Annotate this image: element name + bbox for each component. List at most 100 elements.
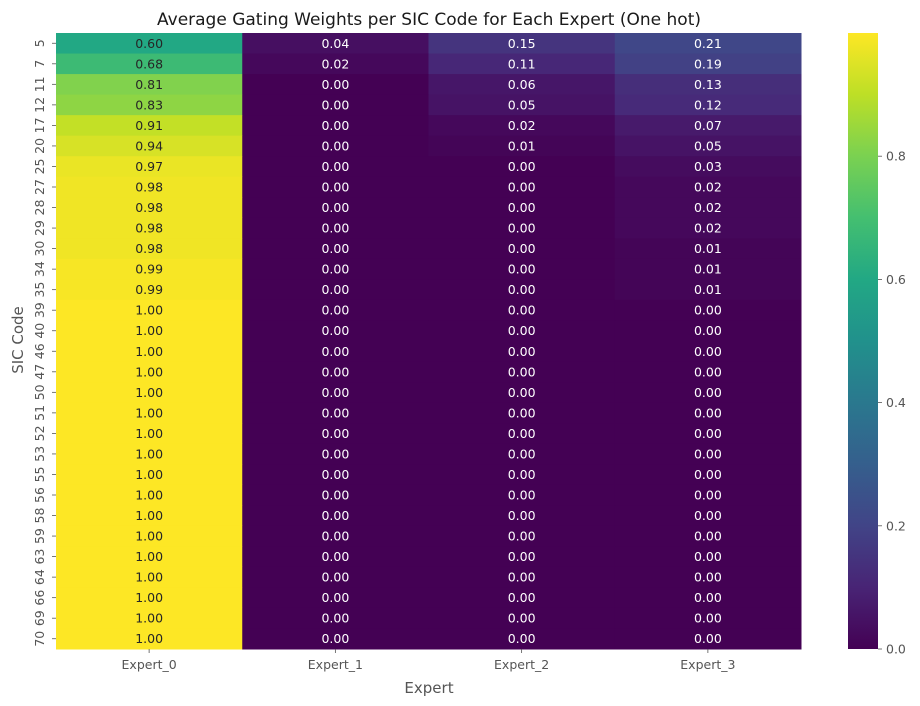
cell-value-label: 0.00	[508, 549, 536, 564]
cell-value-label: 0.00	[321, 590, 349, 605]
cell-value-label: 0.02	[694, 180, 722, 195]
cell-value-label: 0.00	[508, 385, 536, 400]
cell-value-label: 0.00	[321, 385, 349, 400]
cell-value-label: 0.05	[508, 97, 536, 112]
cell-value-label: 0.00	[694, 549, 722, 564]
cell-value-label: 0.00	[508, 405, 536, 420]
heatmap-cell	[56, 217, 243, 239]
heatmap-cell	[614, 484, 802, 506]
cell-value-label: 0.83	[135, 97, 163, 112]
heatmap-cell	[428, 607, 616, 629]
cell-value-label: 1.00	[135, 323, 163, 338]
heatmap-cell	[614, 217, 802, 239]
cell-value-label: 1.00	[135, 303, 163, 318]
cell-value-label: 0.00	[694, 303, 722, 318]
cell-value-label: 0.00	[321, 405, 349, 420]
cell-value-label: 0.97	[135, 159, 163, 174]
cell-value-label: 0.00	[508, 344, 536, 359]
colorbar	[848, 33, 878, 649]
cell-value-label: 1.00	[135, 549, 163, 564]
y-tick-label: 50	[32, 384, 47, 400]
cell-value-label: 0.00	[321, 344, 349, 359]
heatmap-cell	[428, 525, 616, 547]
heatmap-cell	[242, 135, 429, 157]
y-tick-label: 7	[32, 60, 47, 68]
cell-value-label: 0.98	[135, 241, 163, 256]
cell-value-label: 0.91	[135, 118, 163, 133]
cell-value-label: 0.00	[694, 405, 722, 420]
cell-value-label: 0.00	[321, 467, 349, 482]
cell-value-label: 1.00	[135, 405, 163, 420]
cell-value-label: 0.00	[694, 364, 722, 379]
cell-value-label: 0.00	[508, 570, 536, 585]
cell-value-label: 0.00	[321, 426, 349, 441]
heatmap-cell	[614, 443, 802, 465]
heatmap-cell	[56, 587, 243, 609]
cell-value-label: 0.99	[135, 262, 163, 277]
y-tick-label: 30	[32, 241, 47, 257]
heatmap-cell	[428, 505, 616, 527]
colorbar-ticks: 0.0 0.2 0.4 0.6 0.8	[878, 149, 906, 657]
heatmap-cell	[428, 53, 616, 75]
heatmap-cell	[614, 299, 802, 321]
heatmap-cell	[428, 423, 616, 445]
heatmap-cell	[428, 238, 616, 260]
y-axis-ticks: 5 7 11 12 17 20 25 27 28 29 30 34 35 39 40 46 47 50 51 52 53…	[32, 39, 56, 647]
y-tick-label: 47	[32, 364, 47, 380]
cell-value-label: 0.00	[694, 631, 722, 646]
heatmap-cell	[614, 382, 802, 404]
heatmap-cell	[56, 525, 243, 547]
cell-value-label: 1.00	[135, 590, 163, 605]
cell-value-label: 0.00	[321, 118, 349, 133]
y-tick-label: 51	[32, 405, 47, 421]
heatmap-cell	[614, 53, 802, 75]
cell-value-label: 0.00	[321, 138, 349, 153]
cell-value-label: 0.12	[694, 97, 722, 112]
cell-value-label: 0.98	[135, 180, 163, 195]
heatmap-cell	[614, 423, 802, 445]
cell-value-label: 0.00	[321, 241, 349, 256]
y-tick-label: 25	[32, 159, 47, 175]
heatmap-cell	[428, 176, 616, 198]
heatmap-cell	[242, 484, 429, 506]
heatmap-cell	[242, 423, 429, 445]
heatmap-cell	[428, 587, 616, 609]
colorbar-tick-label: 0.2	[886, 518, 906, 533]
cell-value-label: 0.00	[321, 446, 349, 461]
cell-value-label: 0.00	[694, 570, 722, 585]
heatmap-cell	[428, 320, 616, 342]
y-tick-label: 27	[32, 179, 47, 195]
heatmap-cell	[614, 115, 802, 137]
cell-value-label: 0.00	[694, 385, 722, 400]
y-tick-label: 66	[32, 590, 47, 606]
heatmap-cell	[242, 53, 429, 75]
y-tick-label: 29	[32, 220, 47, 236]
cell-value-label: 1.00	[135, 570, 163, 585]
cell-value-label: 0.00	[321, 221, 349, 236]
y-tick-label: 34	[32, 261, 47, 277]
heatmap-cell	[56, 423, 243, 445]
heatmap-cell	[242, 566, 429, 588]
heatmap-cell	[614, 607, 802, 629]
heatmap-cell	[614, 505, 802, 527]
cell-value-label: 0.00	[508, 282, 536, 297]
x-axis-ticks: Expert_0 Expert_1 Expert_2 Expert_3	[122, 649, 735, 672]
x-tick-label: Expert_1	[308, 657, 363, 672]
heatmap-cell	[428, 197, 616, 219]
cell-value-label: 0.00	[694, 446, 722, 461]
heatmap-cell	[242, 546, 429, 568]
cell-value-label: 0.00	[508, 631, 536, 646]
heatmap-cell	[56, 33, 243, 55]
y-tick-label: 11	[32, 76, 47, 92]
heatmap-cell	[56, 258, 243, 280]
heatmap-cell	[428, 279, 616, 301]
cell-value-label: 1.00	[135, 631, 163, 646]
heatmap-cell	[56, 341, 243, 363]
heatmap-cell	[428, 443, 616, 465]
cell-value-label: 0.00	[694, 529, 722, 544]
heatmap-cell	[242, 299, 429, 321]
cell-value-label: 1.00	[135, 426, 163, 441]
cell-value-label: 0.00	[508, 262, 536, 277]
heatmap-cell	[614, 33, 802, 55]
